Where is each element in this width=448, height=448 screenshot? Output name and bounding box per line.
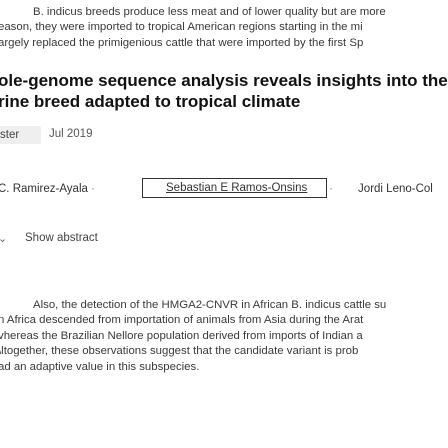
abstract-text-line-2: n Africa descended from importation of a… [0, 314, 364, 326]
show-abstract-button[interactable]: Show abstract [25, 232, 98, 244]
abstract-text-line-5: ad an adaptive value in this subspecies. [0, 361, 200, 373]
authors-row-continued: · Jordi Leno-Col [329, 183, 433, 195]
author-link[interactable]: C. Ramirez-Ayala [0, 183, 88, 195]
publication-type-badge: ster [0, 126, 41, 144]
author-link-selected[interactable]: Sebastian E Ramos-Onsins [142, 178, 327, 198]
author-link[interactable]: Jordi Leno-Col [358, 183, 433, 195]
abstract-text-line-2: eason, they were imported to tropical Am… [0, 21, 363, 33]
abstract-text-line-3: argely replaced the primigenious cattle … [0, 37, 364, 49]
publication-title-line-2[interactable]: rine breed adapted to tropical climate [0, 92, 301, 111]
publication-title-line-1[interactable]: ole-genome sequence analysis reveals ins… [0, 71, 448, 90]
abstract-text-line-1: Also, the detection of the HMGA2-CNVR in… [33, 299, 387, 311]
chevron-down-icon[interactable]: ⌄ [0, 233, 8, 245]
abstract-text-line-3: vhereas the Brazilian Nellore population… [0, 330, 363, 342]
authors-row: C. Ramirez-Ayala · [0, 183, 95, 195]
author-separator: · [329, 183, 333, 195]
author-separator: · [91, 183, 95, 195]
abstract-text-line-1: B. indicus breeds produce less meat and … [33, 6, 386, 18]
abstract-text-line-4: \ltogether, these observations suggest t… [0, 345, 359, 357]
publication-date: Jul 2019 [49, 128, 93, 140]
